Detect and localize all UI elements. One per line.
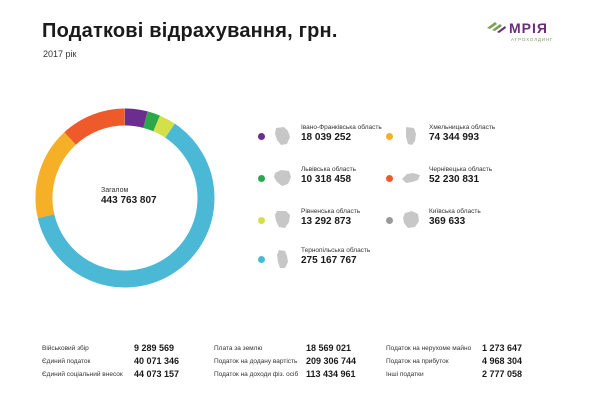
tax-value: 2 777 058 [482,369,523,379]
donut-slice-2 [153,115,175,138]
donut-slice-5 [64,108,125,145]
region-map-icon [275,211,290,228]
tax-label: Податок на доходи фіз. осіб [214,371,299,378]
tax-value: 18 569 021 [306,343,352,353]
legend-region-value: 52 230 831 [429,174,480,185]
legend-dot [386,133,393,140]
legend-region-value: 18 039 252 [301,132,352,143]
legend-item-lviv: Львівська область 10 318 458 [258,166,408,206]
tax-value: 1 273 647 [482,343,523,353]
legend-dot [258,256,265,263]
legend-region-value: 74 344 993 [429,132,480,143]
total-label: Загалом [101,187,129,194]
tax-label: Податок на додану вартість [214,358,298,365]
legend-item-rivne: Рівненська область 13 292 873 [258,208,408,248]
tax-label: Єдиний соціальний внесок [42,371,123,378]
legend-dot [258,217,265,224]
company-logo: МРІЯ агрохолдинг [485,20,575,46]
donut-slice-0 [124,108,148,128]
tax-breakdown-table: Військовий збір 9 289 569 Єдиний податок… [42,340,562,384]
tax-value: 113 434 961 [306,369,356,379]
tax-value: 9 289 569 [134,343,175,353]
legend-item-ternopil: Тернопільська область 275 167 767 [258,247,408,287]
legend-item-khmelnytskyi: Хмельницька область 74 344 993 [386,124,536,164]
legend-region-value: 10 318 458 [301,174,352,185]
legend-item-ivano-frankivsk: Івано-Франківська область 18 039 252 [258,124,408,164]
legend-dot [386,175,393,182]
tax-value: 209 306 744 [306,356,357,366]
tax-value: 40 071 346 [134,356,180,366]
logo-tagline: агрохолдинг [511,37,554,42]
legend-item-chernivtsi: Чернівецька область 52 230 831 [386,166,536,206]
legend-region-name: Чернівецька область [429,166,493,173]
tax-label: Плата за землю [214,345,263,352]
tax-value: 44 073 157 [134,369,180,379]
legend-region-value: 369 633 [429,216,466,227]
region-map-icon [277,250,288,268]
logo-name: МРІЯ [509,20,548,36]
year-label: 2017 рік [43,49,77,59]
legend-dot [258,133,265,140]
donut-slice-4 [35,132,77,219]
tax-label: Податок на прибуток [386,358,449,365]
region-map-icon [406,127,416,145]
donut-slice-1 [143,111,160,132]
tax-value: 4 968 304 [482,356,523,366]
legend-region-name: Львівська область [301,166,357,173]
legend-region-name: Київська область [429,208,481,215]
donut-chart [35,108,215,288]
legend-region-name: Тернопільська область [301,247,371,254]
donut-slice-3 [37,123,215,288]
legend-region-value: 13 292 873 [301,216,352,227]
region-map-icon [275,127,290,145]
tax-label: Податок на нерухоме майно [386,345,472,352]
legend-item-kyiv: Київська область 369 633 [386,208,536,248]
legend-region-value: 275 167 767 [301,255,357,266]
tax-label: Єдиний податок [42,358,91,365]
legend-region-name: Рівненська область [301,208,361,215]
region-map-icon [274,170,291,186]
legend-region-name: Хмельницька область [429,124,496,131]
legend-dot [258,175,265,182]
region-map-icon [402,173,420,183]
legend-region-name: Івано-Франківська область [301,124,382,131]
page-title: Податкові відрахування, грн. [42,20,338,42]
legend-dot [386,217,393,224]
wheat-logo-icon [487,22,506,33]
region-map-icon [403,211,419,228]
total-value: 443 763 807 [101,195,157,206]
tax-label: Інші податки [386,371,424,378]
tax-label: Військовий збір [42,345,89,352]
